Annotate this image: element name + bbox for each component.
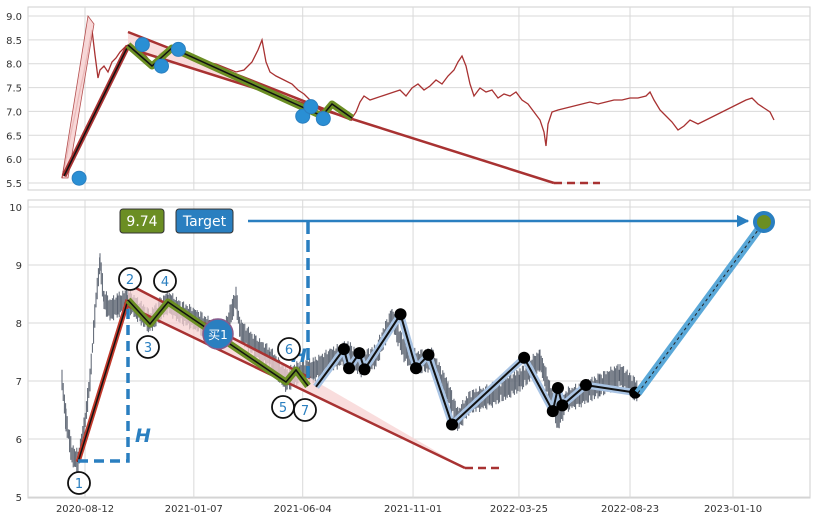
bottom-projection-halo — [634, 219, 768, 396]
height-label: H — [135, 425, 151, 447]
trade-marker — [337, 343, 350, 356]
trade-marker — [446, 418, 459, 431]
top-pivot-marker — [170, 41, 186, 57]
top-pivot-marker — [315, 111, 331, 127]
top-y-tick-label: 8.5 — [6, 36, 22, 47]
trade-marker — [343, 362, 356, 375]
top-pivot-marker — [153, 58, 169, 74]
bottom-x-tick-label: 2022-03-25 — [490, 504, 548, 515]
top-wedge-lower — [127, 46, 555, 185]
trade-marker — [546, 405, 559, 418]
buy-marker-label: 买1 — [208, 328, 228, 342]
bottom-y-tick-label: 7 — [16, 377, 22, 388]
trade-marker — [353, 347, 366, 360]
target-value-box: 9.74 — [119, 208, 165, 234]
trade-marker — [409, 362, 422, 375]
top-pivot-marker — [71, 170, 87, 186]
top-y-tick-label: 5.5 — [6, 179, 22, 190]
pattern-point-6: 6 — [277, 337, 301, 361]
trade-marker — [556, 399, 569, 412]
top-panel: 5.5 6.0 6.5 7.0 7.5 8.0 8.5 9.0 — [6, 6, 811, 191]
trade-marker — [551, 381, 564, 394]
pattern-point-label: 1 — [75, 477, 83, 492]
bottom-y-tick-label: 8 — [16, 319, 22, 330]
target-label-box: Target — [175, 208, 234, 234]
pattern-point-7: 7 — [293, 398, 317, 422]
bottom-x-tick-label: 2023-01-10 — [704, 504, 762, 515]
bottom-y-tick-label: 6 — [16, 435, 22, 446]
top-impulse-leg-inner — [63, 45, 129, 177]
pattern-point-labels: 1 2 3 4 5 6 7 — [67, 267, 317, 495]
trade-marker — [422, 348, 435, 361]
pattern-point-3: 3 — [136, 335, 160, 359]
buy-marker: 买1 — [202, 318, 234, 350]
bottom-x-tick-label: 2020-08-12 — [56, 504, 114, 515]
top-plot-area — [27, 6, 811, 191]
bottom-grid — [28, 200, 810, 498]
bottom-impulse-leg-inner — [77, 299, 129, 463]
top-y-tick-label: 7.5 — [6, 84, 22, 95]
bottom-wedge-lower — [127, 304, 466, 470]
bottom-y-tick-label: 10 — [9, 203, 22, 214]
top-breakout-channel — [61, 15, 95, 179]
target-value-text: 9.74 — [126, 214, 157, 230]
pattern-point-1: 1 — [67, 471, 91, 495]
pattern-point-2: 2 — [118, 267, 142, 291]
bottom-y-tick-label: 9 — [16, 261, 22, 272]
bottom-x-tick-label: 2021-11-01 — [384, 504, 442, 515]
top-y-tick-label: 9.0 — [6, 12, 22, 23]
top-y-tick-label: 6.5 — [6, 131, 22, 142]
target-label-text: Target — [182, 214, 227, 230]
top-pivot-marker — [134, 37, 150, 53]
top-y-tick-label: 6.0 — [6, 155, 22, 166]
pattern-point-label: 4 — [161, 275, 169, 290]
bottom-x-tick-labels: 2020-08-12 2021-01-07 2021-06-04 2021-11-01… — [56, 504, 762, 515]
pattern-point-label: 7 — [301, 404, 309, 419]
pattern-point-5: 5 — [271, 395, 295, 419]
target-point-marker — [753, 211, 775, 233]
trade-marker — [358, 363, 371, 376]
top-y-tick-labels: 5.5 6.0 6.5 7.0 7.5 8.0 8.5 9.0 — [6, 12, 22, 190]
top-y-tick-label: 8.0 — [6, 60, 22, 71]
top-pivot-marker — [295, 108, 311, 124]
bottom-x-tick-label: 2022-08-23 — [601, 504, 659, 515]
top-pattern-zigzag-core — [127, 44, 353, 119]
pattern-point-label: 5 — [279, 401, 287, 416]
bottom-height-measure — [78, 302, 130, 463]
top-pivot-markers — [71, 37, 331, 186]
bottom-x-tick-label: 2021-01-07 — [165, 504, 223, 515]
top-y-tick-label: 7.0 — [6, 107, 22, 118]
bottom-trade-markers — [337, 308, 642, 431]
trade-marker — [579, 379, 592, 392]
bottom-x-tick-label: 2021-06-04 — [274, 504, 332, 515]
bottom-y-tick-labels: 5 6 7 8 9 10 — [9, 203, 22, 504]
trade-marker — [394, 308, 407, 321]
pattern-point-label: 6 — [285, 343, 293, 358]
pattern-point-label: 3 — [144, 341, 152, 356]
trade-marker — [518, 351, 531, 364]
top-pivot-marker — [303, 99, 319, 115]
pattern-point-4: 4 — [153, 269, 177, 293]
pattern-point-label: 2 — [126, 273, 134, 288]
bottom-y-tick-label: 5 — [16, 493, 22, 504]
